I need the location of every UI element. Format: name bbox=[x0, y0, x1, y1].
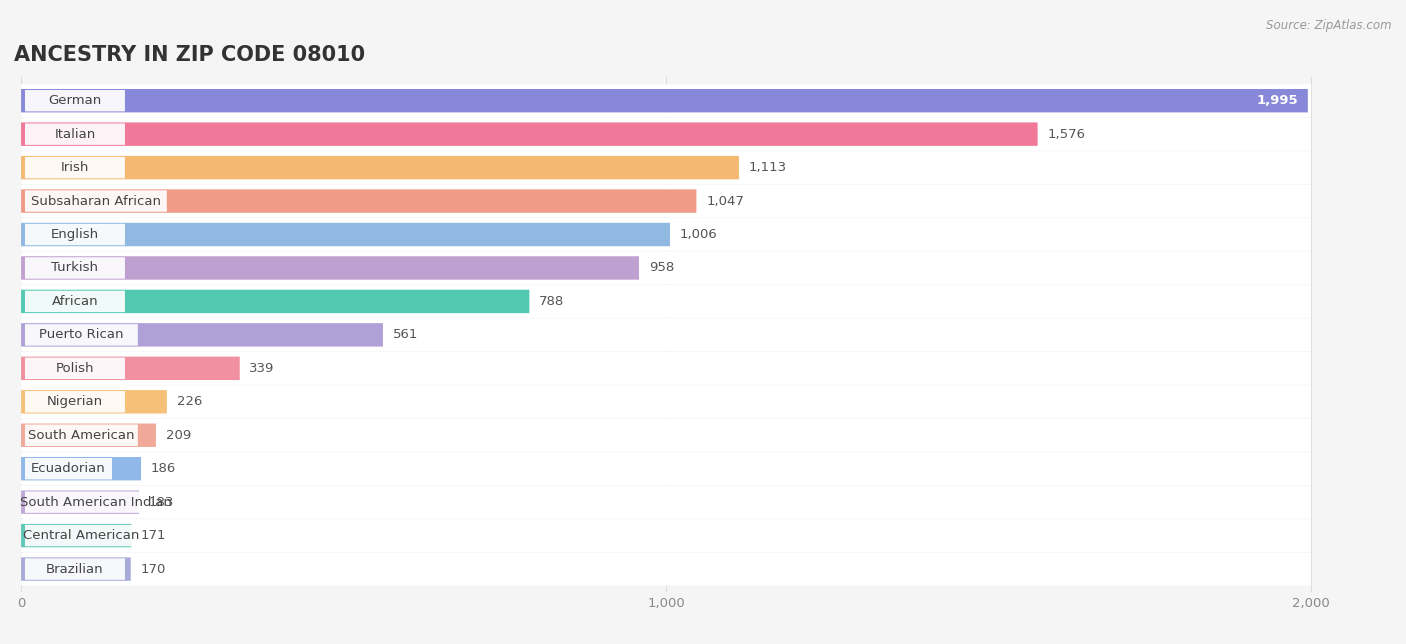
FancyBboxPatch shape bbox=[25, 391, 125, 413]
FancyBboxPatch shape bbox=[21, 491, 139, 514]
FancyBboxPatch shape bbox=[21, 122, 1038, 146]
Text: Turkish: Turkish bbox=[52, 261, 98, 274]
FancyBboxPatch shape bbox=[21, 557, 131, 581]
Text: 183: 183 bbox=[149, 496, 174, 509]
Text: 170: 170 bbox=[141, 563, 166, 576]
FancyBboxPatch shape bbox=[25, 157, 125, 178]
Text: 788: 788 bbox=[538, 295, 564, 308]
Text: Irish: Irish bbox=[60, 161, 89, 174]
FancyBboxPatch shape bbox=[25, 124, 125, 145]
FancyBboxPatch shape bbox=[21, 352, 1310, 384]
Text: 171: 171 bbox=[141, 529, 166, 542]
Text: Italian: Italian bbox=[55, 128, 96, 140]
Text: ANCESTRY IN ZIP CODE 08010: ANCESTRY IN ZIP CODE 08010 bbox=[14, 44, 366, 64]
FancyBboxPatch shape bbox=[21, 390, 167, 413]
Text: Nigerian: Nigerian bbox=[46, 395, 103, 408]
FancyBboxPatch shape bbox=[21, 457, 141, 480]
FancyBboxPatch shape bbox=[21, 223, 669, 246]
FancyBboxPatch shape bbox=[21, 424, 156, 447]
FancyBboxPatch shape bbox=[21, 524, 131, 547]
FancyBboxPatch shape bbox=[21, 252, 1310, 285]
FancyBboxPatch shape bbox=[25, 324, 138, 346]
Text: 209: 209 bbox=[166, 429, 191, 442]
FancyBboxPatch shape bbox=[21, 553, 1310, 585]
FancyBboxPatch shape bbox=[25, 90, 125, 111]
FancyBboxPatch shape bbox=[25, 424, 138, 446]
Text: Source: ZipAtlas.com: Source: ZipAtlas.com bbox=[1267, 19, 1392, 32]
FancyBboxPatch shape bbox=[21, 151, 1310, 184]
FancyBboxPatch shape bbox=[21, 290, 529, 313]
Text: South American Indian: South American Indian bbox=[20, 496, 172, 509]
FancyBboxPatch shape bbox=[21, 385, 1310, 418]
Text: African: African bbox=[52, 295, 98, 308]
FancyBboxPatch shape bbox=[21, 89, 1308, 113]
Text: Ecuadorian: Ecuadorian bbox=[31, 462, 105, 475]
FancyBboxPatch shape bbox=[25, 357, 125, 379]
Text: 1,113: 1,113 bbox=[748, 161, 787, 174]
FancyBboxPatch shape bbox=[21, 185, 1310, 218]
FancyBboxPatch shape bbox=[25, 290, 125, 312]
FancyBboxPatch shape bbox=[21, 519, 1310, 552]
FancyBboxPatch shape bbox=[21, 486, 1310, 518]
FancyBboxPatch shape bbox=[21, 357, 240, 380]
Text: 958: 958 bbox=[648, 261, 673, 274]
FancyBboxPatch shape bbox=[25, 558, 125, 580]
Text: 1,006: 1,006 bbox=[679, 228, 717, 241]
FancyBboxPatch shape bbox=[21, 218, 1310, 251]
Text: South American: South American bbox=[28, 429, 135, 442]
FancyBboxPatch shape bbox=[25, 525, 138, 546]
Text: 226: 226 bbox=[177, 395, 202, 408]
Text: 1,995: 1,995 bbox=[1257, 94, 1298, 107]
Text: Brazilian: Brazilian bbox=[46, 563, 104, 576]
FancyBboxPatch shape bbox=[21, 118, 1310, 151]
FancyBboxPatch shape bbox=[21, 319, 1310, 351]
FancyBboxPatch shape bbox=[21, 323, 382, 346]
Text: Central American: Central American bbox=[24, 529, 139, 542]
FancyBboxPatch shape bbox=[21, 156, 740, 179]
FancyBboxPatch shape bbox=[25, 458, 112, 479]
FancyBboxPatch shape bbox=[21, 256, 638, 279]
Text: German: German bbox=[48, 94, 101, 107]
Text: 561: 561 bbox=[392, 328, 418, 341]
Text: 339: 339 bbox=[249, 362, 274, 375]
FancyBboxPatch shape bbox=[25, 191, 167, 212]
Text: English: English bbox=[51, 228, 98, 241]
Text: 186: 186 bbox=[150, 462, 176, 475]
FancyBboxPatch shape bbox=[21, 452, 1310, 485]
Text: Puerto Rican: Puerto Rican bbox=[39, 328, 124, 341]
FancyBboxPatch shape bbox=[21, 285, 1310, 318]
Text: 1,576: 1,576 bbox=[1047, 128, 1085, 140]
FancyBboxPatch shape bbox=[25, 257, 125, 279]
FancyBboxPatch shape bbox=[21, 84, 1310, 117]
Text: Polish: Polish bbox=[56, 362, 94, 375]
FancyBboxPatch shape bbox=[21, 419, 1310, 451]
FancyBboxPatch shape bbox=[25, 224, 125, 245]
FancyBboxPatch shape bbox=[25, 491, 167, 513]
FancyBboxPatch shape bbox=[21, 189, 696, 213]
Text: 1,047: 1,047 bbox=[706, 194, 744, 207]
Text: Subsaharan African: Subsaharan African bbox=[31, 194, 160, 207]
